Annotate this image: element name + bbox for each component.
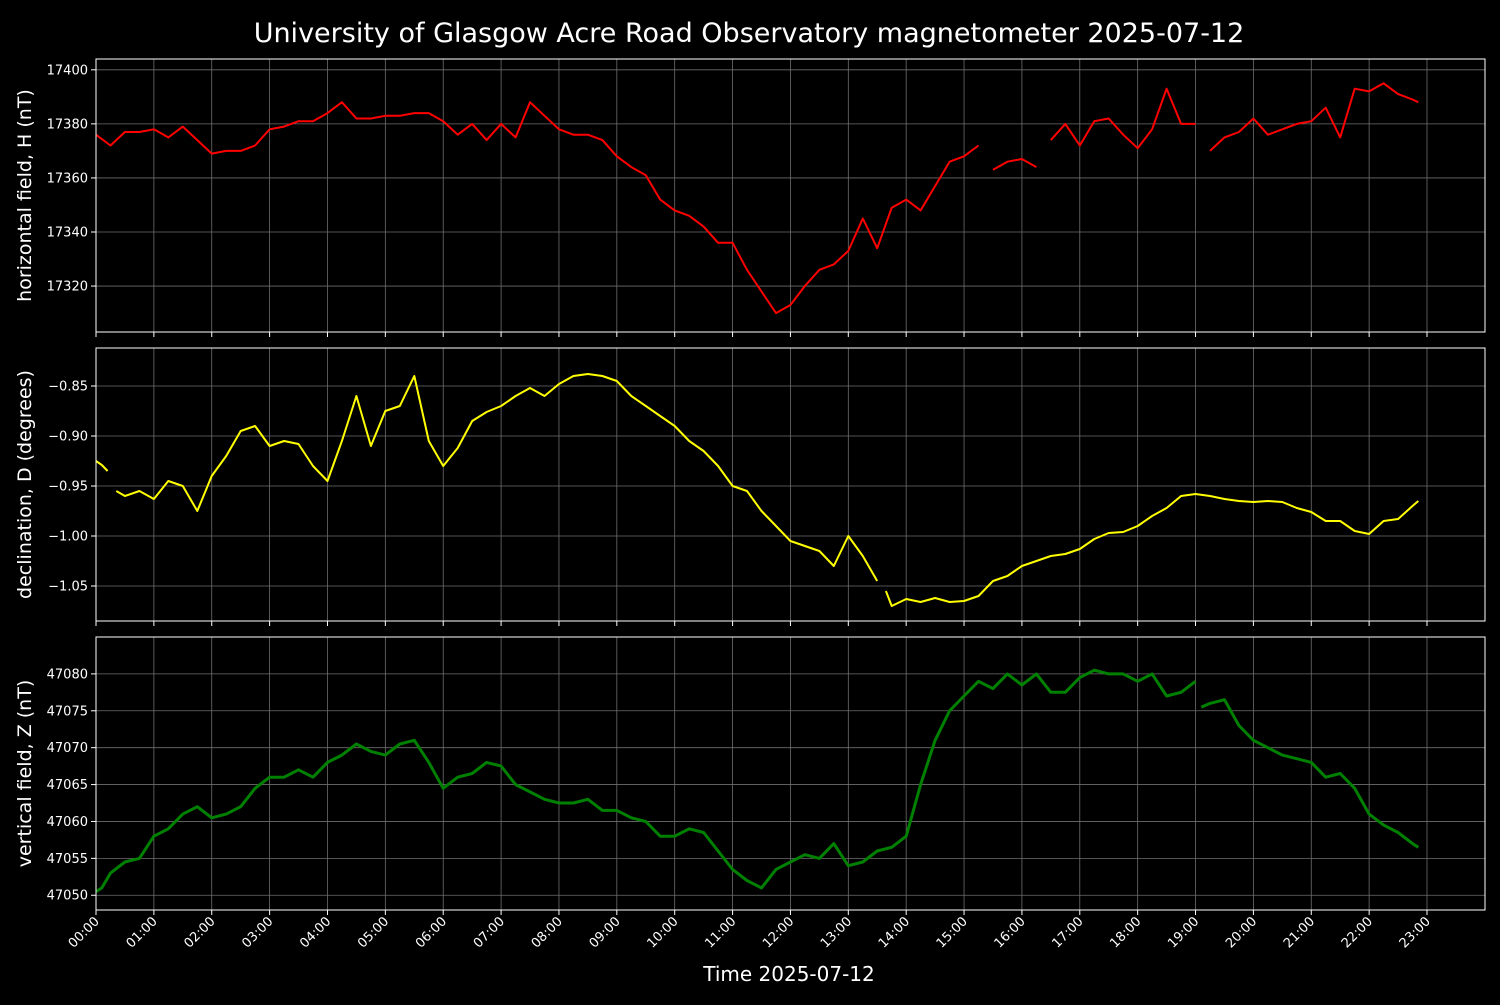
x-axis-label: Time 2025-07-12: [702, 962, 875, 986]
y-tick-label: −0.85: [48, 380, 88, 395]
y-tick-label: 17340: [47, 225, 88, 240]
y-tick-label: 47075: [47, 704, 88, 719]
y-tick-label: 17360: [47, 171, 88, 186]
y-axis-label-1: horizontal field, H (nT): [14, 89, 36, 302]
y-tick-label: 17400: [47, 63, 88, 78]
y-tick-label: 17320: [47, 280, 88, 295]
y-tick-label: 47060: [47, 815, 88, 830]
y-tick-label: −0.90: [48, 430, 88, 445]
y-tick-label: 17380: [47, 117, 88, 132]
y-tick-label: −1.05: [48, 580, 88, 595]
y-tick-label: −0.95: [48, 480, 88, 495]
y-tick-label: −1.00: [48, 530, 88, 545]
y-axis-label-2: declination, D (degrees): [14, 370, 36, 599]
y-tick-label: 47070: [47, 741, 88, 756]
y-tick-label: 47050: [47, 889, 88, 904]
y-tick-label: 47055: [47, 852, 88, 867]
chart-title: University of Glasgow Acre Road Observat…: [254, 18, 1245, 49]
y-tick-label: 47065: [47, 778, 88, 793]
y-tick-label: 47080: [47, 667, 88, 682]
y-axis-label-3: vertical field, Z (nT): [14, 680, 36, 868]
